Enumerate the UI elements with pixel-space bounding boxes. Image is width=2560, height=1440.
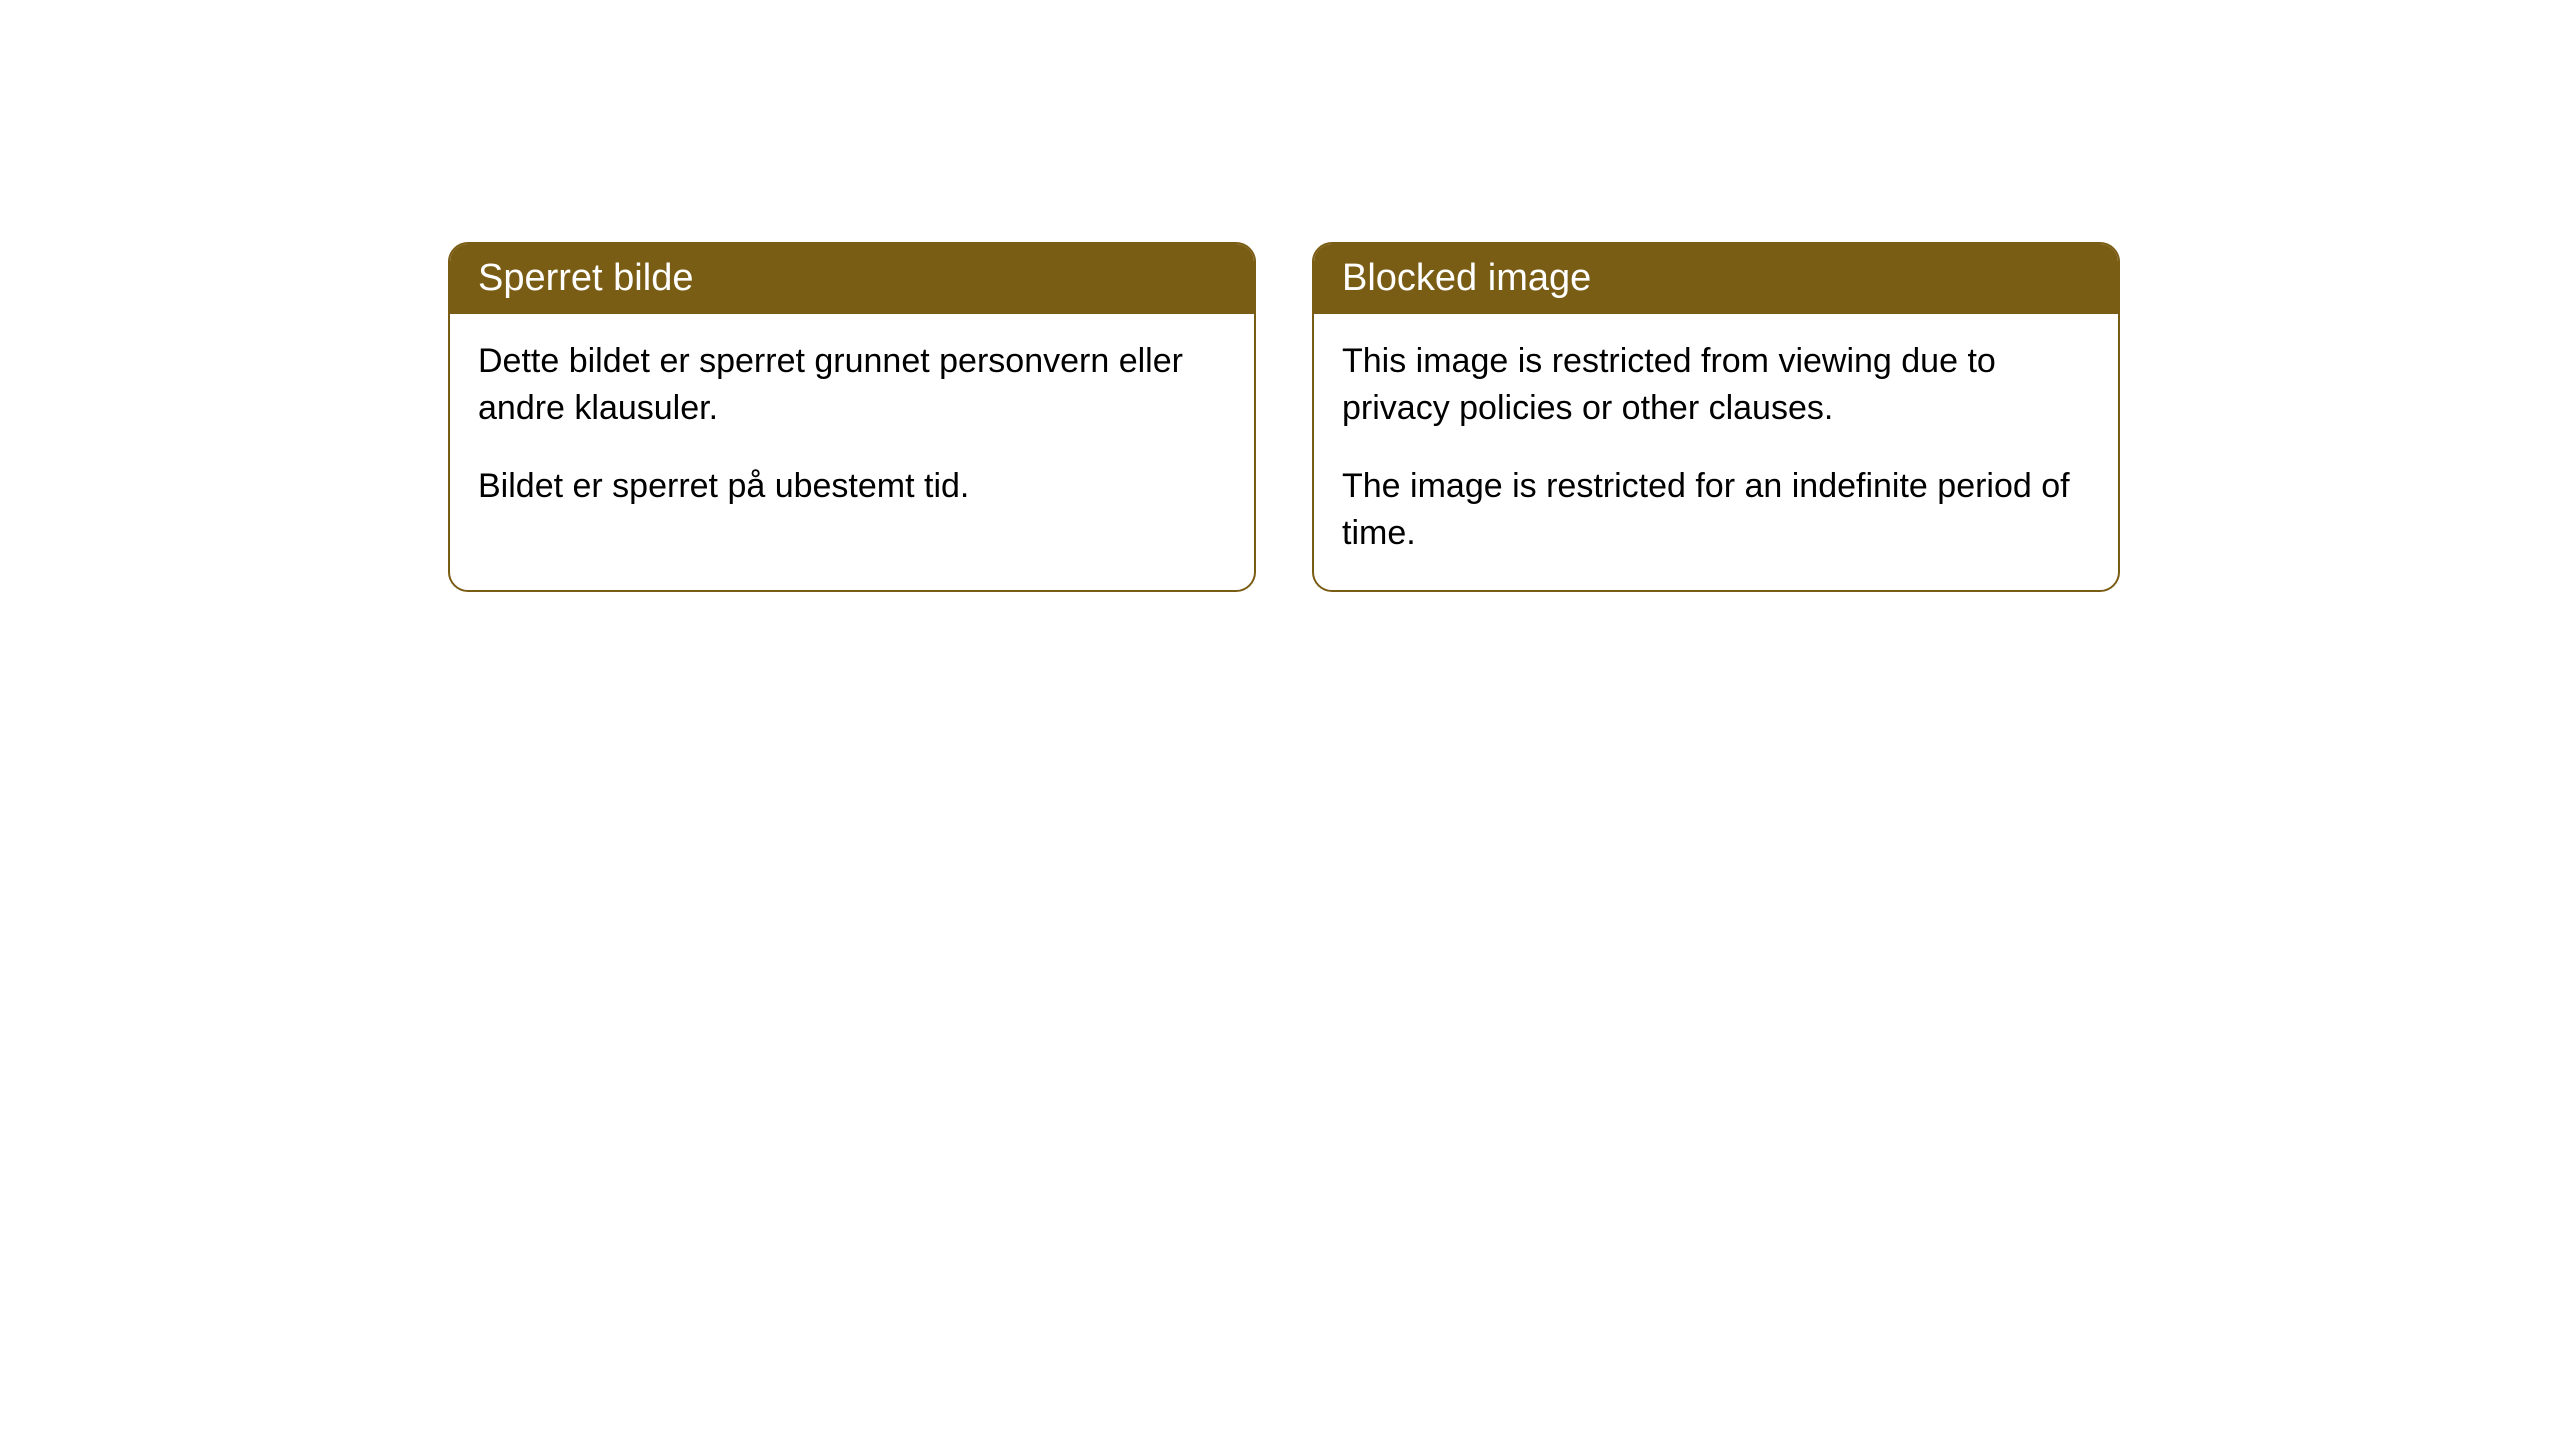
notice-container: Sperret bilde Dette bildet er sperret gr… [0, 0, 2560, 592]
card-paragraph-2-norwegian: Bildet er sperret på ubestemt tid. [478, 463, 1226, 511]
blocked-image-card-english: Blocked image This image is restricted f… [1312, 242, 2120, 592]
card-body-norwegian: Dette bildet er sperret grunnet personve… [450, 314, 1254, 543]
card-body-english: This image is restricted from viewing du… [1314, 314, 2118, 590]
card-paragraph-1-norwegian: Dette bildet er sperret grunnet personve… [478, 338, 1226, 433]
card-paragraph-1-english: This image is restricted from viewing du… [1342, 338, 2090, 433]
card-header-english: Blocked image [1314, 244, 2118, 314]
card-header-norwegian: Sperret bilde [450, 244, 1254, 314]
blocked-image-card-norwegian: Sperret bilde Dette bildet er sperret gr… [448, 242, 1256, 592]
card-title-norwegian: Sperret bilde [478, 257, 693, 299]
card-paragraph-2-english: The image is restricted for an indefinit… [1342, 463, 2090, 558]
card-title-english: Blocked image [1342, 257, 1591, 299]
